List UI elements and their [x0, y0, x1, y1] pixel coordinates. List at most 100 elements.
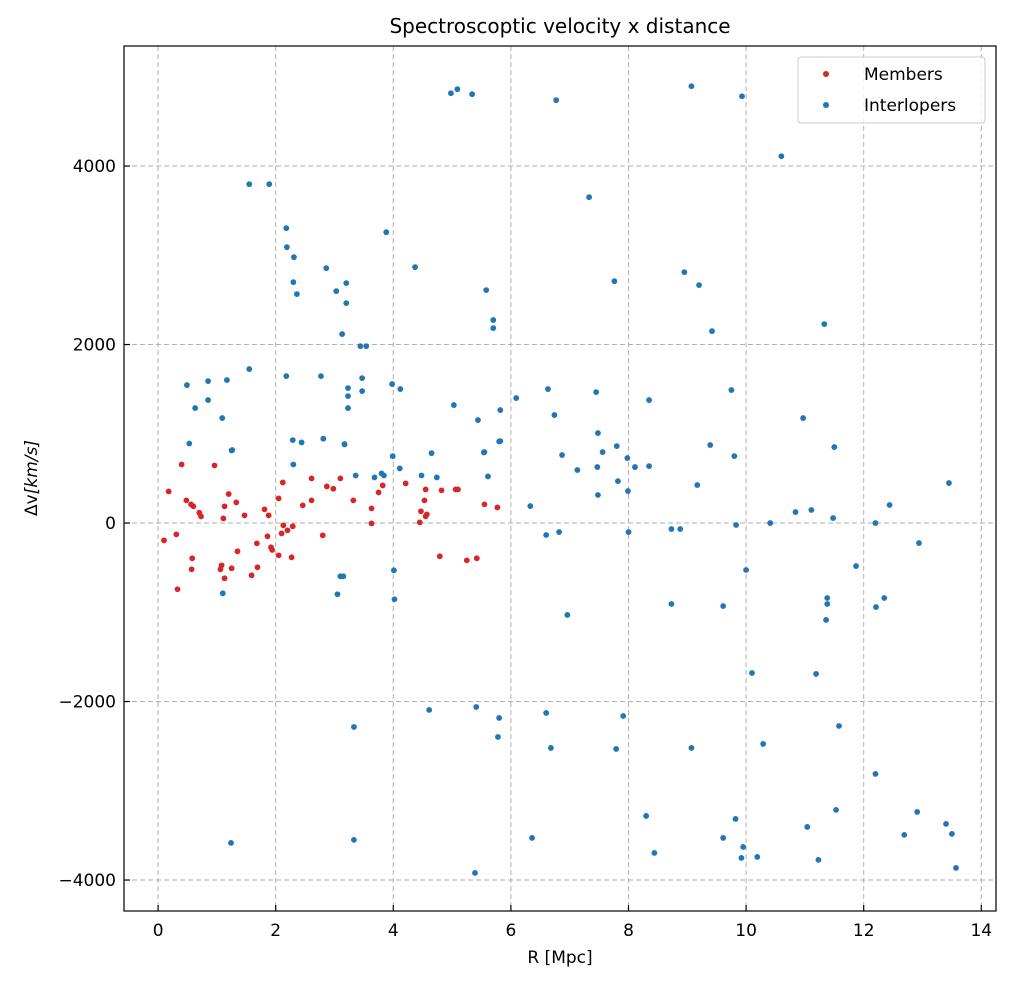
- point-members: [308, 497, 315, 504]
- point-interlopers: [205, 378, 211, 385]
- point-members: [265, 512, 272, 519]
- point-interlopers: [901, 831, 908, 838]
- point-interlopers: [219, 590, 226, 597]
- point-interlopers: [720, 603, 727, 609]
- point-interlopers: [547, 745, 554, 751]
- y-axis-label-symbol: Δv: [22, 494, 42, 516]
- point-interlopers: [246, 366, 253, 372]
- point-interlopers: [472, 869, 478, 876]
- point-interlopers: [340, 573, 347, 580]
- point-interlopers: [290, 279, 297, 286]
- point-interlopers: [481, 449, 488, 455]
- point-members: [278, 530, 285, 537]
- point-interlopers: [800, 415, 807, 421]
- point-interlopers: [433, 474, 440, 481]
- point-members: [481, 501, 488, 508]
- point-members: [264, 533, 271, 540]
- point-interlopers: [490, 325, 497, 332]
- point-interlopers: [946, 480, 952, 486]
- point-members: [280, 522, 287, 529]
- point-interlopers: [513, 395, 520, 401]
- point-interlopers: [696, 282, 702, 288]
- point-members: [183, 497, 190, 504]
- point-interlopers: [760, 741, 767, 747]
- point-interlopers: [881, 595, 888, 601]
- point-interlopers: [323, 265, 330, 272]
- point-interlopers: [728, 387, 735, 393]
- point-interlopers: [831, 444, 838, 450]
- point-interlopers: [873, 604, 879, 610]
- point-interlopers: [389, 453, 396, 460]
- point-interlopers: [949, 830, 955, 837]
- point-members: [455, 486, 461, 493]
- point-interlopers: [620, 713, 627, 719]
- axis-ticks: 0 2 4 6 8 10 12 14 −4000 −2000 0 2000 4000: [58, 157, 992, 941]
- point-interlopers: [266, 181, 273, 188]
- point-interlopers: [497, 438, 504, 445]
- legend-box: [797, 56, 986, 124]
- point-interlopers: [624, 455, 631, 461]
- point-interlopers: [343, 300, 350, 307]
- x-tick-label: 6: [505, 921, 516, 941]
- point-interlopers: [613, 443, 620, 450]
- point-interlopers: [625, 488, 631, 494]
- point-members: [198, 513, 204, 520]
- point-members: [161, 537, 167, 544]
- point-interlopers: [357, 343, 364, 350]
- point-members: [402, 480, 409, 487]
- point-interlopers: [192, 405, 199, 411]
- point-members: [178, 461, 185, 468]
- point-interlopers: [290, 461, 297, 468]
- legend-label-interlopers: Interlopers: [864, 96, 956, 116]
- point-interlopers: [545, 386, 551, 392]
- point-members: [418, 508, 424, 515]
- point-members: [173, 531, 180, 538]
- point-interlopers: [320, 435, 327, 442]
- point-interlopers: [454, 86, 461, 93]
- legend-label-members: Members: [864, 65, 943, 85]
- point-members: [289, 523, 296, 530]
- x-tick-label: 2: [270, 921, 281, 941]
- point-interlopers: [564, 612, 571, 618]
- point-members: [416, 519, 423, 526]
- point-interlopers: [651, 849, 658, 856]
- point-interlopers: [380, 472, 387, 479]
- x-tick-label: 4: [388, 921, 399, 941]
- point-interlopers: [497, 407, 504, 413]
- y-axis-label: Δv[km/s]: [22, 440, 42, 516]
- point-interlopers: [246, 181, 253, 188]
- point-interlopers: [792, 509, 799, 515]
- point-interlopers: [341, 441, 348, 447]
- point-members: [436, 553, 443, 560]
- point-members: [211, 462, 218, 469]
- y-axis-label-unit: [km/s]: [22, 440, 42, 494]
- point-interlopers: [389, 381, 396, 387]
- point-interlopers: [739, 93, 745, 100]
- point-interlopers: [223, 377, 230, 383]
- point-interlopers: [390, 567, 397, 574]
- point-interlopers: [943, 820, 949, 827]
- legend-marker-members: [823, 71, 829, 77]
- point-interlopers: [473, 704, 480, 710]
- point-interlopers: [363, 343, 370, 350]
- y-tick-label: −2000: [58, 693, 116, 713]
- point-interlopers: [733, 522, 740, 528]
- point-interlopers: [778, 153, 785, 160]
- point-members: [261, 506, 268, 513]
- point-interlopers: [830, 515, 837, 521]
- point-interlopers: [229, 447, 236, 453]
- point-interlopers: [345, 385, 351, 391]
- point-interlopers: [345, 393, 351, 400]
- point-interlopers: [731, 453, 738, 459]
- x-tick-label: 14: [970, 921, 992, 941]
- point-interlopers: [599, 449, 606, 455]
- point-interlopers: [359, 375, 366, 381]
- point-interlopers: [527, 503, 534, 509]
- point-members: [221, 503, 228, 510]
- point-members: [234, 548, 241, 555]
- point-interlopers: [677, 526, 684, 532]
- point-members: [228, 565, 235, 572]
- point-members: [275, 552, 282, 559]
